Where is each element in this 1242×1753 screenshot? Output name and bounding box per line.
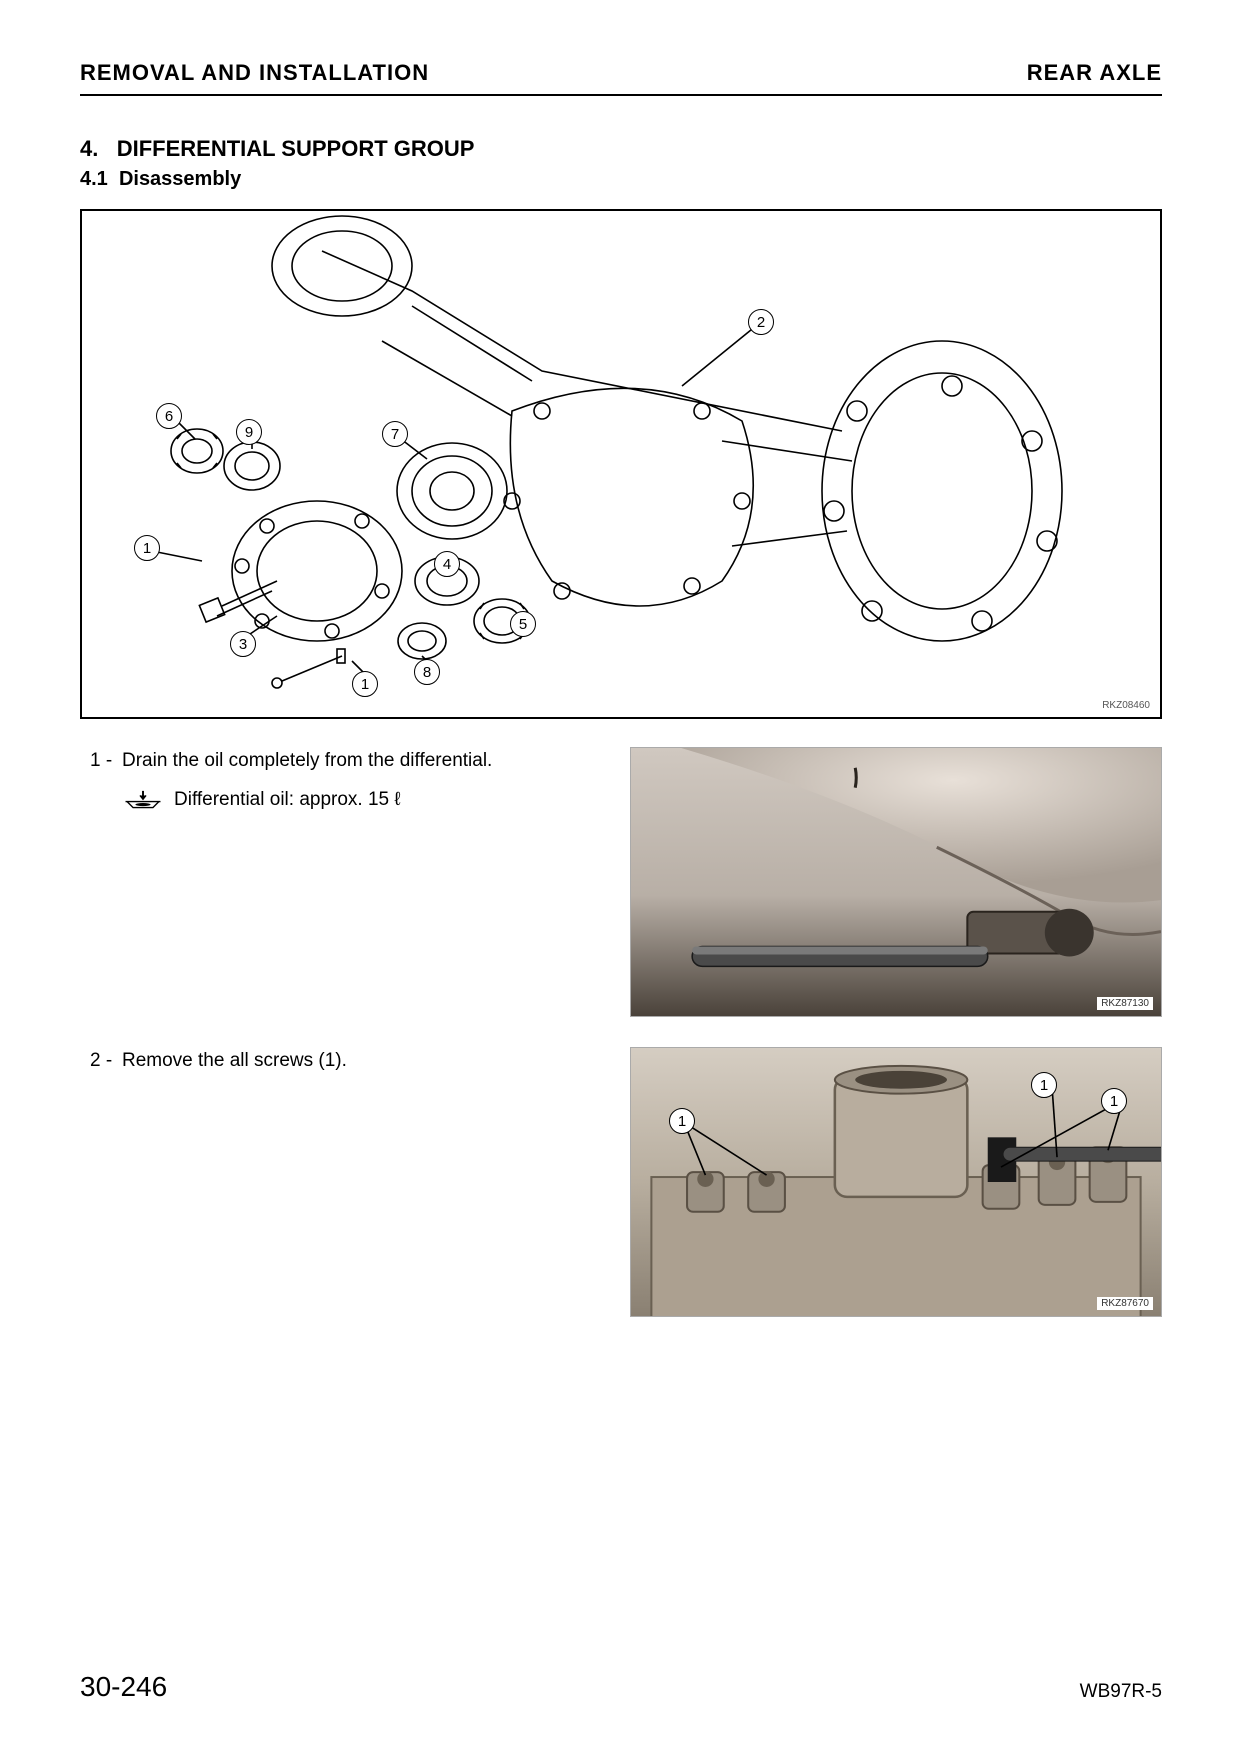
diagram-callout-3: 3 — [230, 631, 256, 657]
photo-callout-1: 1 — [1031, 1072, 1057, 1098]
step-2-text: 2 - Remove the all screws (1). — [80, 1047, 600, 1076]
diagram-callout-7: 7 — [382, 421, 408, 447]
step-1-detail: Differential oil: approx. 15 ℓ — [174, 786, 401, 815]
photo-callout-1: 1 — [669, 1108, 695, 1134]
diagram-callout-5: 5 — [510, 611, 536, 637]
diagram-callout-2: 2 — [748, 309, 774, 335]
step-2-instruction: Remove the all screws (1). — [122, 1047, 347, 1076]
page-footer: 30-246 WB97R-5 — [80, 1671, 1162, 1703]
header-right: REAR AXLE — [1027, 60, 1162, 86]
section-number: 4. — [80, 136, 98, 161]
oil-drain-icon — [124, 789, 162, 811]
step-1: 1 - Drain the oil completely from the di… — [80, 747, 1162, 1017]
photo-2-code: RKZ87670 — [1097, 1297, 1153, 1310]
diagram-code: RKZ08460 — [1102, 700, 1150, 711]
step-2: 2 - Remove the all screws (1). — [80, 1047, 1162, 1317]
step-1-instruction: Drain the oil completely from the differ… — [122, 747, 492, 776]
subsection-number: 4.1 — [80, 168, 108, 190]
step-2-number: 2 - — [90, 1047, 114, 1076]
photo-callout-1: 1 — [1101, 1088, 1127, 1114]
model-number: WB97R-5 — [1080, 1681, 1162, 1703]
section-heading: 4. DIFFERENTIAL SUPPORT GROUP — [80, 136, 1162, 162]
subsection-heading: 4.1 Disassembly — [80, 168, 1162, 191]
section-title: DIFFERENTIAL SUPPORT GROUP — [117, 136, 475, 161]
photo-2-art — [631, 1048, 1161, 1316]
diagram-callout-8: 8 — [414, 659, 440, 685]
step-1-number: 1 - — [90, 747, 114, 776]
step-1-text: 1 - Drain the oil completely from the di… — [80, 747, 600, 814]
page-header: REMOVAL AND INSTALLATION REAR AXLE — [80, 60, 1162, 96]
page-number: 30-246 — [80, 1671, 167, 1703]
step-2-photo: 1 1 1 RKZ87670 — [630, 1047, 1162, 1317]
photo-1-code: RKZ87130 — [1097, 997, 1153, 1010]
diagram-callout-1: 1 — [134, 535, 160, 561]
header-left: REMOVAL AND INSTALLATION — [80, 60, 429, 86]
diagram-callout-4: 4 — [434, 551, 460, 577]
step-1-photo: RKZ87130 — [630, 747, 1162, 1017]
subsection-title: Disassembly — [119, 168, 241, 190]
diagram-callout-9: 9 — [236, 419, 262, 445]
photo-1-art — [631, 748, 1161, 1016]
exploded-diagram: 2 6 9 7 1 4 3 1 8 5 RKZ08460 — [80, 209, 1162, 719]
diagram-callout-1: 1 — [352, 671, 378, 697]
diagram-callout-6: 6 — [156, 403, 182, 429]
